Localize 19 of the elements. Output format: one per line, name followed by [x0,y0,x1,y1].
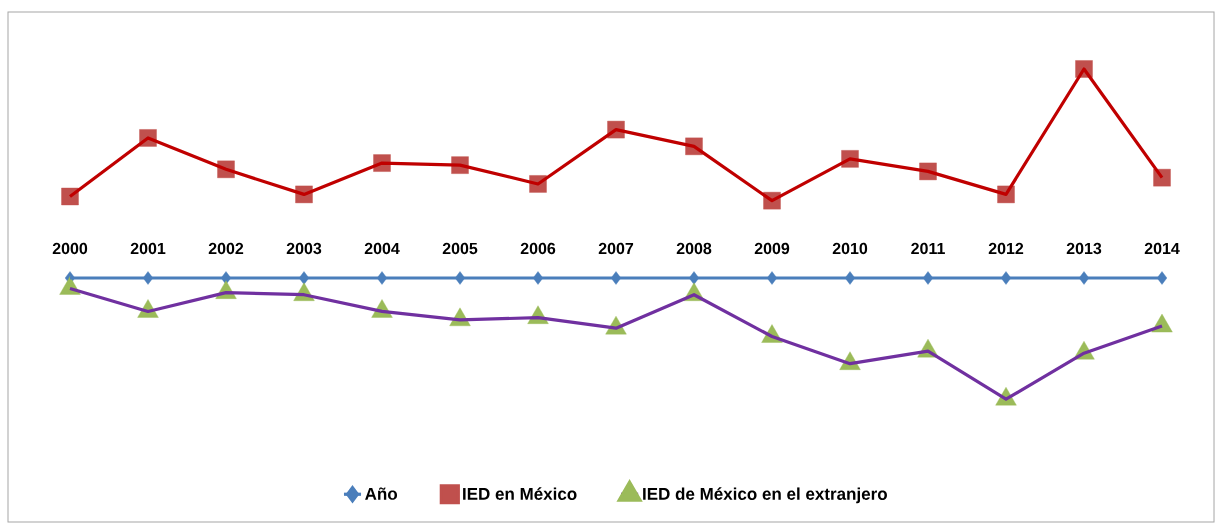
x-tick-label: 2014 [1144,242,1180,255]
x-tick-label: 2009 [754,242,790,255]
x-tick-label: 2001 [130,242,166,255]
legend-label: IED en México [463,487,577,500]
x-tick-label: 2005 [442,242,478,255]
x-tick-label: 2006 [520,242,556,255]
legend-label: Año [365,487,398,500]
x-tick-label: 2008 [676,242,712,255]
x-tick-label: 2011 [911,242,945,255]
x-tick-label: 2003 [286,242,322,255]
x-tick-label: 2007 [598,242,634,255]
x-tick-label: 2012 [988,242,1024,255]
x-tick-label: 2010 [832,242,868,255]
x-tick-label: 2002 [208,242,244,255]
legend-label: IED de México en el extranjero [643,487,887,504]
point [1156,271,1168,285]
x-tick-label: 2004 [364,242,400,255]
x-tick-label: 2013 [1066,242,1102,255]
x-tick-label: 2000 [52,242,88,255]
